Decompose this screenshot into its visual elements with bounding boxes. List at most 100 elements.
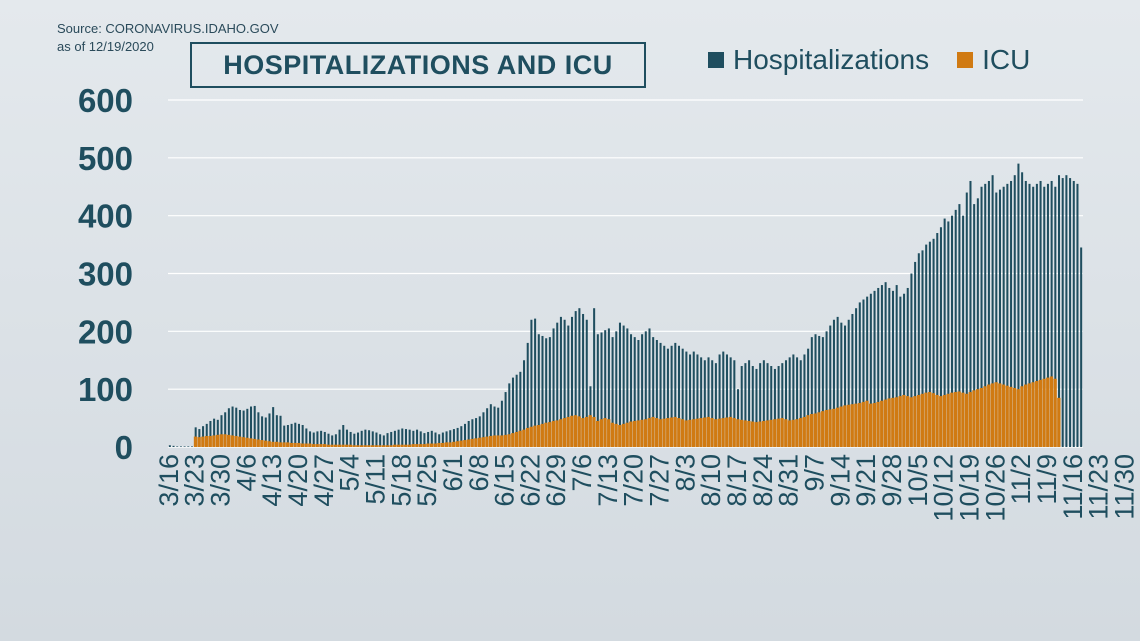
bar-hospitalizations xyxy=(323,431,326,447)
bar-hospitalizations xyxy=(327,433,330,447)
bar-hospitalizations xyxy=(748,360,751,447)
bar-icu xyxy=(540,423,544,447)
bar-icu xyxy=(1035,381,1039,447)
x-tick-label: 10/19 xyxy=(955,454,985,522)
bar-hospitalizations xyxy=(559,316,562,448)
bar-icu xyxy=(928,392,932,447)
bar-icu xyxy=(916,394,921,447)
bar-hospitalizations xyxy=(932,238,935,447)
bar-hospitalizations xyxy=(674,342,677,447)
bar-hospitalizations xyxy=(604,330,607,447)
bar-hospitalizations xyxy=(489,404,492,447)
bar-hospitalizations xyxy=(331,435,334,447)
as-of-date: as of 12/19/2020 xyxy=(57,39,154,54)
bar-icu xyxy=(511,433,515,447)
bar-hospitalizations xyxy=(995,192,998,447)
bar-hospitalizations xyxy=(847,319,850,447)
bar-icu xyxy=(695,418,699,447)
hospitalizations-bars xyxy=(168,163,1083,448)
bar-hospitalizations xyxy=(803,354,806,447)
x-tick-label: 11/16 xyxy=(1058,454,1088,520)
bar-icu xyxy=(271,441,275,447)
legend-item-icu: ICU xyxy=(957,44,1030,76)
bar-icu xyxy=(824,409,829,447)
bar-icu xyxy=(607,419,611,447)
bar-hospitalizations xyxy=(1058,175,1061,447)
bar-hospitalizations xyxy=(1028,183,1031,448)
bar-hospitalizations xyxy=(283,425,286,447)
bar-hospitalizations xyxy=(796,357,799,447)
bar-hospitalizations xyxy=(770,366,773,447)
bar-icu xyxy=(422,444,426,447)
bar-icu xyxy=(920,393,924,447)
x-tick-label: 3/23 xyxy=(180,454,210,507)
bar-icu xyxy=(555,420,559,447)
bar-icu xyxy=(950,392,954,447)
bar-icu xyxy=(688,419,692,447)
bar-hospitalizations xyxy=(430,430,433,447)
bar-hospitalizations xyxy=(644,331,647,447)
bar-icu xyxy=(297,442,301,447)
bar-hospitalizations xyxy=(1069,178,1072,447)
bar-hospitalizations xyxy=(1006,183,1009,448)
bar-hospitalizations xyxy=(382,435,385,447)
bar-hospitalizations xyxy=(851,313,854,447)
bar-icu xyxy=(983,386,987,447)
bar-hospitalizations xyxy=(1043,186,1046,447)
bar-icu xyxy=(249,438,253,447)
bar-hospitalizations xyxy=(578,308,581,447)
bar-hospitalizations xyxy=(711,360,714,447)
bar-hospitalizations xyxy=(537,334,540,447)
bar-icu xyxy=(809,414,814,447)
bar-icu xyxy=(595,420,600,447)
bar-hospitalizations xyxy=(718,354,721,447)
bar-icu xyxy=(784,419,788,447)
bar-hospitalizations xyxy=(297,423,300,447)
bar-icu xyxy=(924,392,928,447)
y-tick-label: 400 xyxy=(78,198,133,235)
bar-icu xyxy=(282,442,286,447)
bar-hospitalizations xyxy=(954,209,957,447)
bar-hospitalizations xyxy=(570,316,574,448)
bar-hospitalizations xyxy=(1050,180,1053,447)
bar-icu xyxy=(522,429,526,447)
bar-hospitalizations xyxy=(925,244,928,447)
bar-icu xyxy=(629,421,633,447)
bar-icu xyxy=(621,423,626,447)
bar-icu xyxy=(437,442,441,447)
bar-hospitalizations xyxy=(648,328,651,447)
bar-icu xyxy=(426,443,430,447)
bar-icu xyxy=(201,436,205,447)
bar-icu xyxy=(806,415,810,447)
bar-hospitalizations xyxy=(1046,183,1049,448)
bar-icu xyxy=(507,434,511,447)
bar-hospitalizations xyxy=(700,357,703,447)
bar-icu xyxy=(857,403,862,447)
y-tick-label: 200 xyxy=(78,313,133,350)
chart-title: HOSPITALIZATIONS AND ICU xyxy=(223,49,613,80)
bar-hospitalizations xyxy=(386,433,389,447)
bar-hospitalizations xyxy=(655,340,658,447)
bar-icu xyxy=(846,404,851,447)
bar-hospitalizations xyxy=(600,332,603,447)
bar-icu xyxy=(592,416,596,447)
x-tick-label: 7/27 xyxy=(645,454,675,507)
bar-hospitalizations xyxy=(183,446,186,447)
bar-hospitalizations xyxy=(1080,247,1083,447)
bar-hospitalizations xyxy=(246,408,249,447)
bar-icu xyxy=(765,420,770,447)
bar-icu xyxy=(802,416,806,447)
bar-icu xyxy=(798,418,803,447)
bar-hospitalizations xyxy=(275,415,278,447)
bar-hospitalizations xyxy=(534,318,537,447)
bar-icu xyxy=(887,398,891,447)
bar-hospitalizations xyxy=(257,412,260,447)
bar-hospitalizations xyxy=(903,293,906,447)
bar-icu xyxy=(352,445,356,447)
bar-icu xyxy=(787,420,792,447)
bar-hospitalizations xyxy=(213,418,216,447)
x-tick-label: 8/31 xyxy=(774,454,804,507)
bar-icu xyxy=(275,441,279,447)
bar-hospitalizations xyxy=(1054,186,1057,447)
bar-icu xyxy=(894,397,899,447)
